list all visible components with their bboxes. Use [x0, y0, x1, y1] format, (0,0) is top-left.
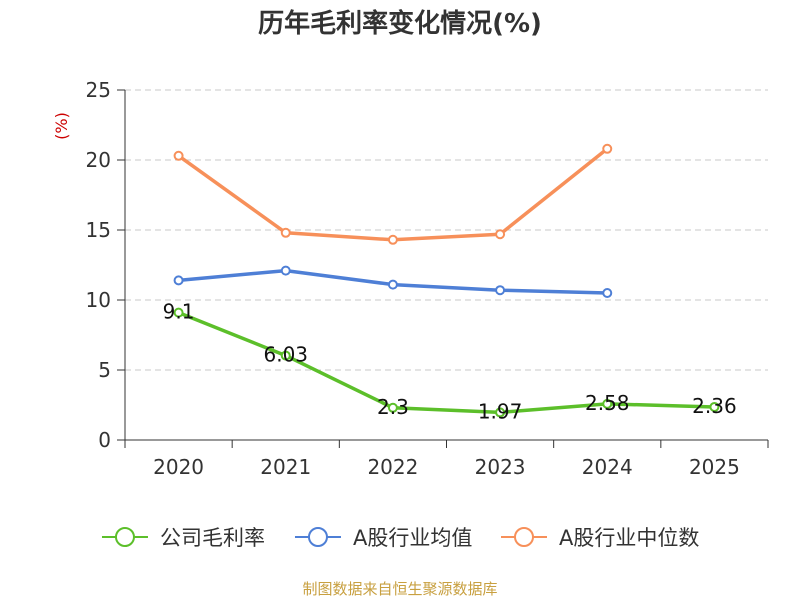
source-note: 制图数据来自恒生聚源数据库 [302, 580, 497, 598]
y-tick-label: 10 [86, 288, 111, 312]
legend-swatch-marker [114, 527, 135, 547]
data-label: 1.97 [478, 399, 523, 423]
data-point-1 [602, 288, 613, 298]
data-point-0 [709, 401, 720, 412]
legend-item: 公司毛利率 [101, 526, 265, 550]
data-point-1 [280, 265, 291, 276]
y-tick-label: 15 [86, 218, 111, 242]
data-point-1 [495, 285, 506, 296]
data-point-0 [495, 407, 506, 418]
y-tick-label: 25 [86, 78, 111, 102]
x-tick-label: 2024 [582, 455, 633, 479]
data-label: 9.1 [163, 300, 195, 324]
y-unit-label: (%) [52, 112, 71, 140]
legend-label: 公司毛利率 [160, 526, 265, 550]
data-point-2 [602, 143, 613, 154]
legend-swatch-marker [514, 527, 534, 547]
y-tick-label: 5 [98, 358, 111, 382]
data-point-2 [495, 229, 506, 240]
data-point-0 [280, 350, 291, 361]
legend-label: A股行业中位数 [559, 526, 699, 550]
x-tick-label: 2020 [153, 455, 204, 479]
data-point-0 [602, 398, 613, 409]
legend-label: A股行业均值 [353, 526, 472, 550]
x-tick-label: 2022 [367, 455, 418, 479]
y-tick-label: 0 [98, 428, 111, 452]
data-label: 2.58 [585, 391, 630, 415]
legend-swatch-marker [307, 527, 328, 547]
x-tick-label: 2023 [475, 455, 526, 479]
data-point-2 [280, 227, 291, 238]
data-point-0 [387, 402, 398, 413]
y-tick-label: 20 [86, 148, 111, 172]
data-labels: 9.1 6.03 2.3 1.97 2.58 2.36 [163, 300, 737, 424]
legend: 公司毛利率 A股行业均值 A股行业中位数 [101, 526, 699, 550]
series-line-0 [176, 310, 717, 415]
data-label: 2.3 [377, 395, 409, 419]
legend-item: A股行业中位数 [501, 526, 699, 550]
data-point-2 [173, 150, 184, 161]
x-tick-label: 2025 [689, 455, 740, 479]
data-point-0 [173, 307, 184, 318]
series-line-2 [176, 147, 609, 242]
data-point-2 [387, 234, 398, 245]
legend-item: A股行业均值 [294, 526, 472, 550]
data-point-1 [387, 279, 398, 290]
data-point-1 [173, 275, 184, 286]
data-label: 2.36 [692, 394, 737, 418]
chart-title: 历年毛利率变化情况(%) [258, 8, 542, 39]
series-layer [173, 143, 720, 418]
x-tick-label: 2021 [260, 455, 311, 479]
data-label: 6.03 [263, 343, 308, 367]
grid [125, 89, 768, 371]
